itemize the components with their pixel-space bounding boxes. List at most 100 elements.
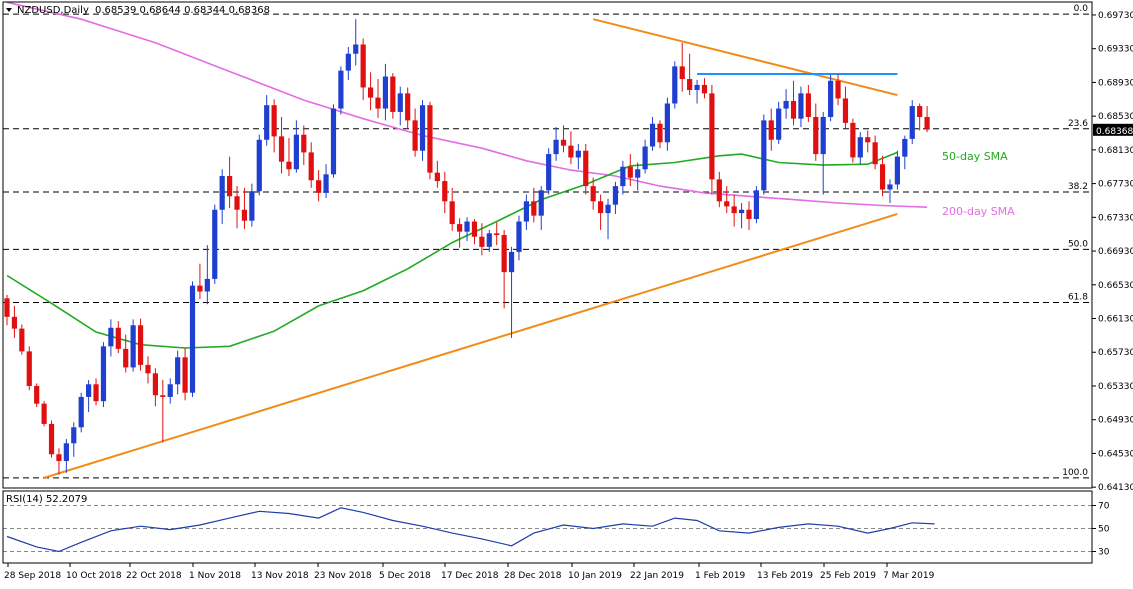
rsi-tick-label: 30 xyxy=(1098,548,1110,558)
candle-up xyxy=(167,384,173,397)
candle-up xyxy=(108,327,114,347)
candle-down xyxy=(865,137,871,143)
candle-down xyxy=(405,93,411,121)
candle-up xyxy=(130,325,136,368)
trendlines xyxy=(43,18,898,479)
candle-up xyxy=(553,139,559,155)
y-tick-label: 0.64130 xyxy=(1098,483,1133,493)
candle-down xyxy=(872,142,878,165)
candle-up xyxy=(605,204,611,214)
x-tick-label: 28 Dec 2018 xyxy=(504,571,562,581)
candle-down xyxy=(227,176,233,197)
y-tick-label: 0.69730 xyxy=(1098,11,1133,21)
fibonacci-levels: 0.0 23.6 38.2 50.0 61.8 100.0 xyxy=(3,4,1092,479)
y-tick-label: 0.66930 xyxy=(1098,247,1133,257)
y-tick-label: 0.69330 xyxy=(1098,45,1133,55)
candle-up xyxy=(612,186,619,205)
candle-down xyxy=(716,179,722,202)
candle-up xyxy=(219,176,225,210)
candle-down xyxy=(278,136,285,162)
y-tick-label: 0.64530 xyxy=(1098,449,1133,459)
candle-down xyxy=(709,93,715,180)
candle-up xyxy=(894,156,900,185)
candle-down xyxy=(123,348,129,368)
candle-up xyxy=(249,191,255,221)
fib-level-label: 0.0 xyxy=(1074,4,1089,14)
candle-up xyxy=(464,221,470,232)
candle-down xyxy=(835,80,841,99)
candle-down xyxy=(375,97,381,109)
fib-level-label: 61.8 xyxy=(1068,292,1088,302)
candle-up xyxy=(649,123,656,147)
x-tick-label: 22 Oct 2018 xyxy=(126,571,182,581)
candle-down xyxy=(115,327,121,349)
candle-down xyxy=(4,298,10,317)
fib-level-label: 38.2 xyxy=(1068,182,1088,192)
y-tick-label: 0.68530 xyxy=(1098,112,1133,122)
candle-down xyxy=(679,66,685,80)
candle-up xyxy=(642,146,648,170)
candle-up xyxy=(857,137,863,158)
candle-up xyxy=(783,100,789,109)
candle-down xyxy=(479,236,485,247)
candle-down xyxy=(457,224,463,232)
candle-down xyxy=(568,145,574,158)
candle-down xyxy=(234,196,240,210)
collapse-arrow-icon xyxy=(6,8,12,12)
candle-up xyxy=(828,80,834,117)
chart-title: NZDUSD,Daily xyxy=(17,5,89,16)
candle-down xyxy=(687,79,693,91)
candle-down xyxy=(590,186,596,202)
rsi-tick-label: 50 xyxy=(1098,525,1110,535)
trendline-support xyxy=(43,213,898,479)
fib-level-label: 100.0 xyxy=(1062,468,1088,478)
rsi-label: RSI(14) 52.2079 xyxy=(6,494,87,505)
candle-down xyxy=(390,76,396,112)
y-tick-label: 0.66130 xyxy=(1098,315,1133,325)
candle-up xyxy=(100,346,107,402)
sma200-annotation: 200-day SMA xyxy=(942,205,1015,218)
candle-up xyxy=(664,103,670,143)
y-tick-label: 0.67330 xyxy=(1098,213,1133,223)
x-tick-label: 22 Jan 2019 xyxy=(630,571,684,581)
candle-down xyxy=(48,423,55,455)
candle-up xyxy=(694,84,700,91)
x-tick-label: 13 Feb 2019 xyxy=(757,571,813,581)
y-tick-label: 0.64930 xyxy=(1098,416,1133,426)
candle-down xyxy=(813,116,819,155)
candle-down xyxy=(182,357,188,393)
candle-up xyxy=(508,251,515,273)
candle-up xyxy=(546,154,552,191)
candle-down xyxy=(627,166,633,178)
candle-up xyxy=(538,190,544,216)
candle-down xyxy=(41,403,47,424)
candle-down xyxy=(449,201,455,225)
candlesticks xyxy=(4,19,930,475)
candle-down xyxy=(316,180,322,193)
x-tick-label: 1 Feb 2019 xyxy=(695,571,746,581)
candle-down xyxy=(724,201,730,207)
candle-down xyxy=(19,328,25,352)
candle-up xyxy=(256,139,262,192)
candle-down xyxy=(301,134,307,153)
candle-up xyxy=(63,443,69,462)
axes: 0.68368 0.69730 0.69330 0.68930 0.68530 0.681… xyxy=(4,11,1133,581)
rsi-tick-label: 70 xyxy=(1098,502,1110,512)
candle-up xyxy=(798,93,804,119)
candle-down xyxy=(93,384,99,402)
ohlc-readout: 0.68539 0.68644 0.68344 0.68368 xyxy=(95,5,270,16)
candle-down xyxy=(360,44,366,88)
last-price-box xyxy=(1093,123,1133,136)
candle-down xyxy=(583,150,589,187)
y-tick-label: 0.66530 xyxy=(1098,281,1133,291)
candle-up xyxy=(486,233,492,247)
candle-up xyxy=(523,201,529,222)
candle-up xyxy=(353,44,359,54)
candle-down xyxy=(152,373,158,396)
candle-down xyxy=(241,209,248,221)
candle-up xyxy=(345,53,351,71)
y-tick-label: 0.65330 xyxy=(1098,382,1133,392)
trendline-resistance xyxy=(592,18,898,97)
